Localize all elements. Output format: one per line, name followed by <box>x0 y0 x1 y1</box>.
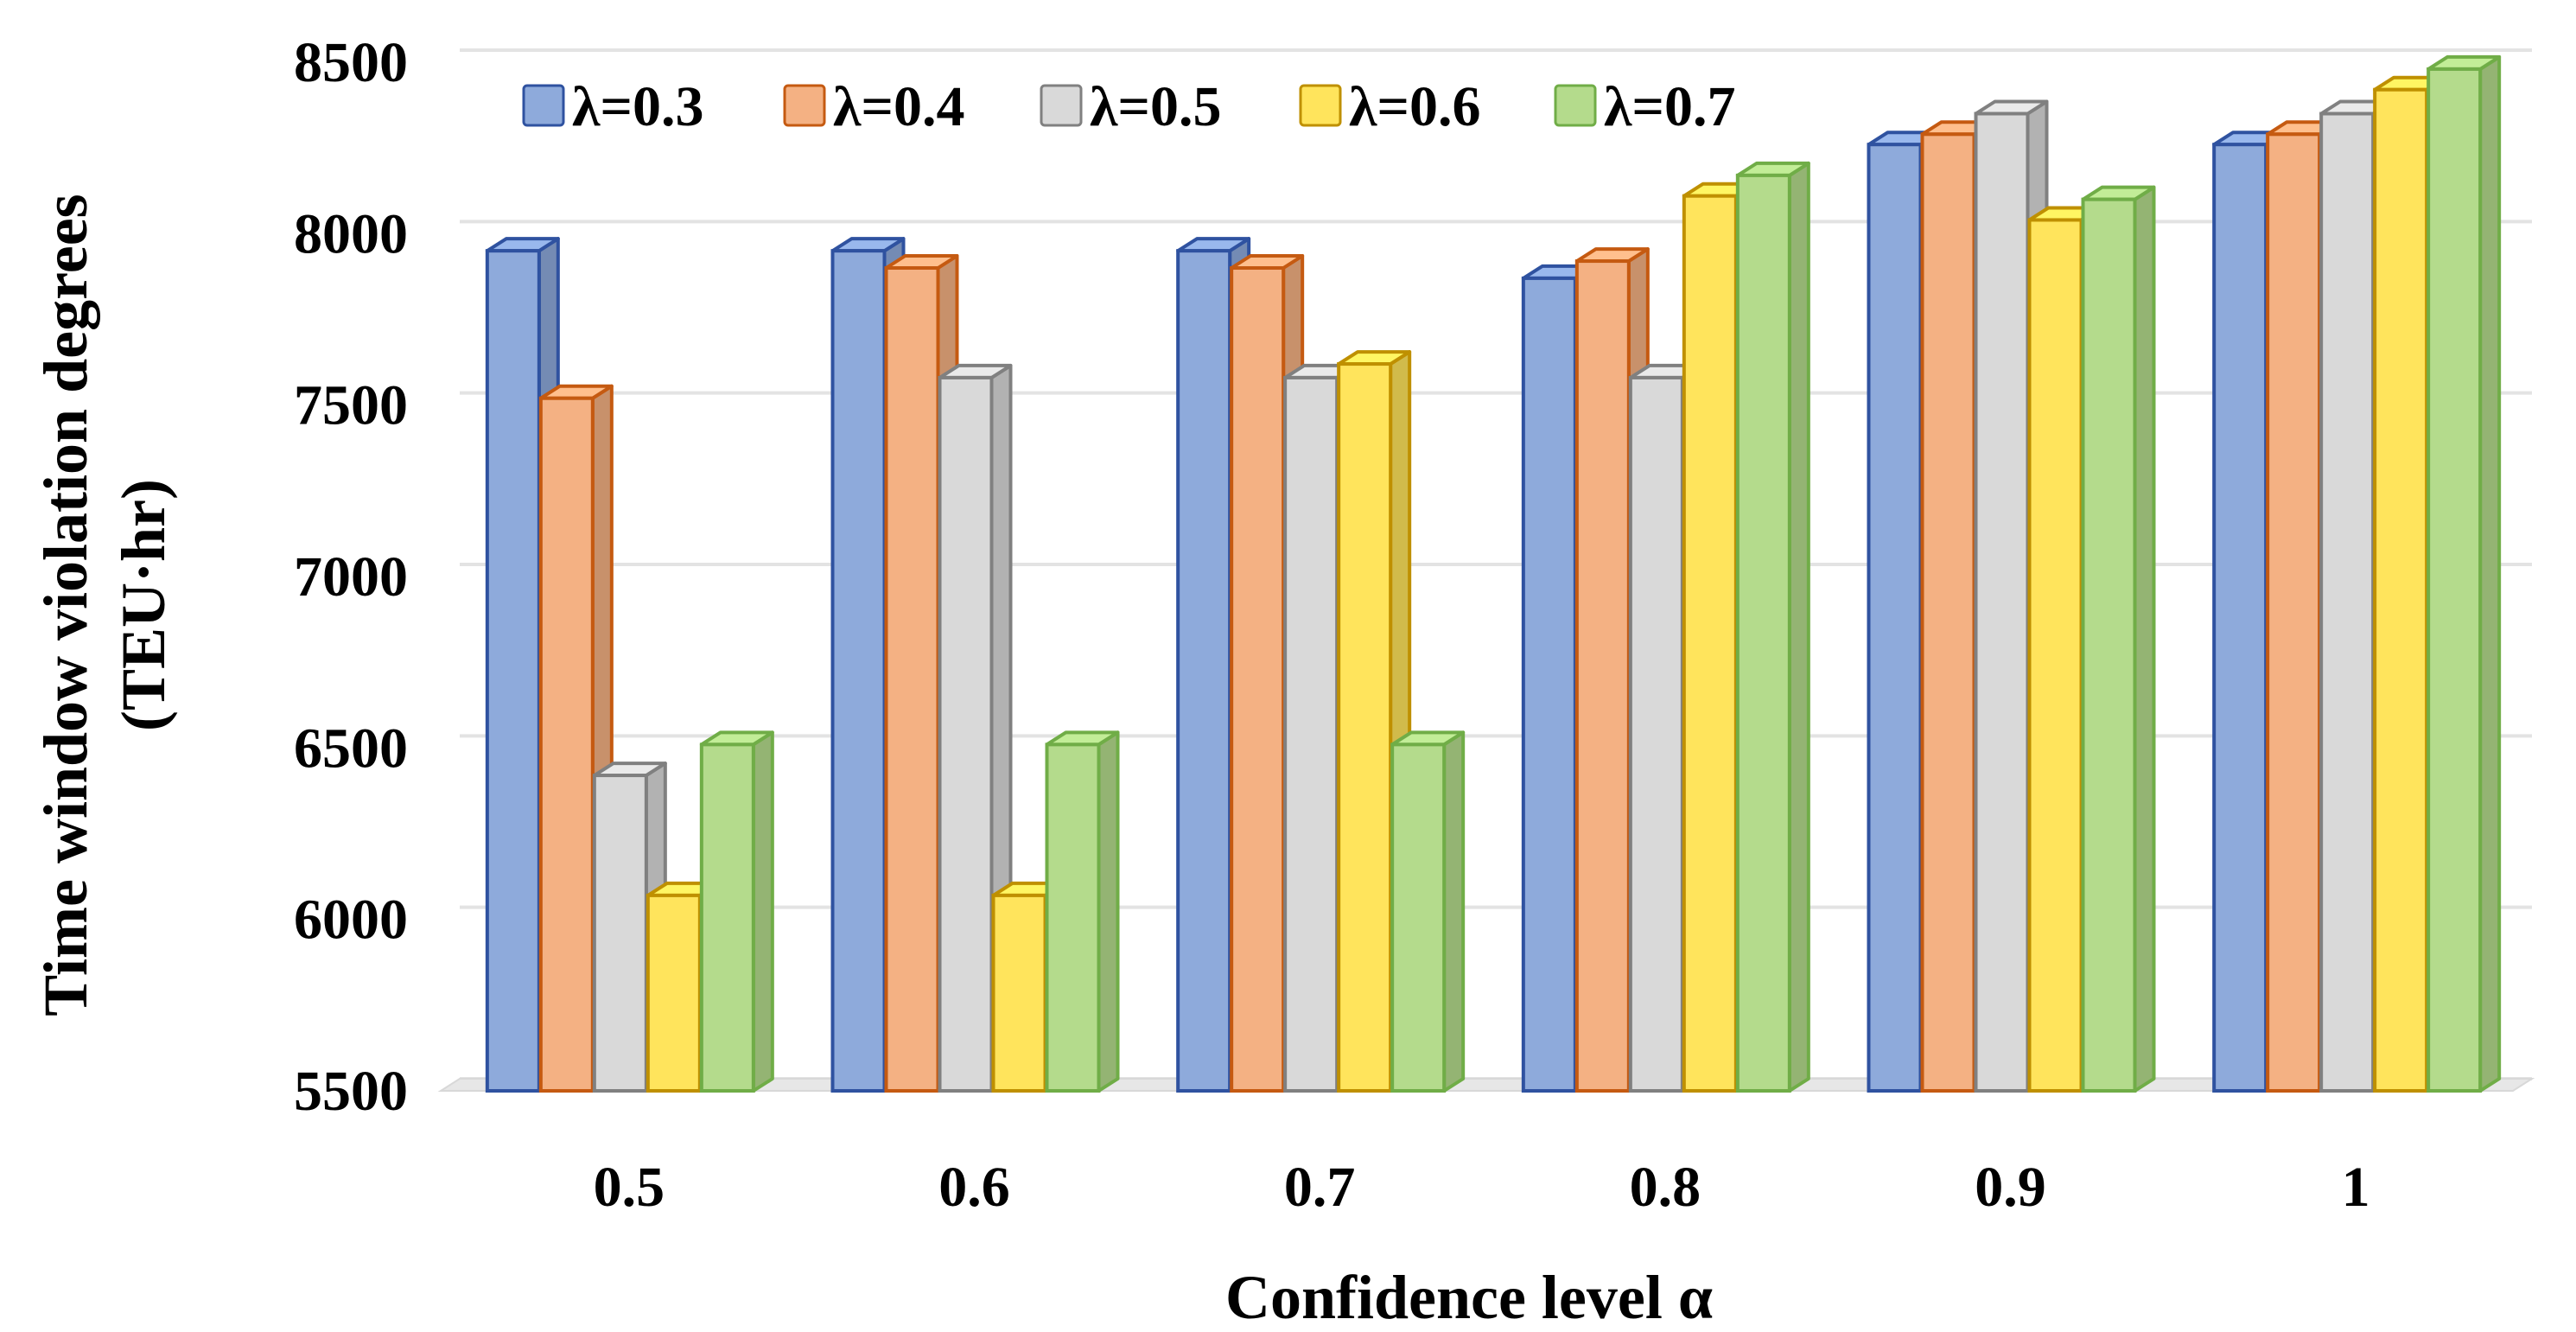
x-axis-title: Confidence level α <box>1225 1263 1713 1332</box>
x-tick-label: 0.8 <box>1630 1156 1701 1219</box>
y-tick-label: 5500 <box>294 1060 408 1123</box>
y-tick-label: 6000 <box>294 889 408 952</box>
y-tick-label: 7500 <box>294 374 408 437</box>
legend-swatch <box>1554 84 1597 127</box>
bar-front <box>2373 87 2429 1093</box>
bar-front <box>699 742 755 1093</box>
y-tick-label: 8000 <box>294 202 408 265</box>
bar-front <box>1867 143 1923 1093</box>
bar-front <box>1230 266 1286 1093</box>
legend-label: λ=0.7 <box>1604 75 1736 138</box>
bar-front <box>2081 197 2137 1093</box>
legend-swatch <box>1299 84 1342 127</box>
y-tick-label: 8500 <box>294 31 408 94</box>
bar-front <box>1521 276 1577 1093</box>
bar-front <box>1390 742 1447 1093</box>
legend-item: λ=0.4 <box>783 75 965 138</box>
bar-front <box>2266 132 2322 1093</box>
bar <box>1735 161 1810 1093</box>
bar <box>699 730 774 1093</box>
bar-front <box>1176 249 1232 1093</box>
legend-label: λ=0.6 <box>1349 75 1481 138</box>
bar <box>1390 730 1466 1093</box>
bar-front <box>485 249 541 1093</box>
bar-front <box>538 396 595 1093</box>
bars <box>485 54 2502 1093</box>
bar-front <box>830 249 887 1093</box>
legend-swatch <box>1040 84 1083 127</box>
bar-side <box>751 730 774 1093</box>
bar-front <box>1045 742 1101 1093</box>
x-tick-label: 1 <box>2342 1156 2370 1219</box>
bar-front <box>1628 375 1684 1093</box>
bar-front <box>1337 362 1393 1093</box>
bar <box>2427 54 2502 1093</box>
bar-side <box>1442 730 1466 1093</box>
legend-swatch <box>783 84 826 127</box>
bar-front <box>2027 218 2083 1093</box>
x-tick-label: 0.9 <box>1975 1156 2046 1219</box>
bar-front <box>646 893 702 1093</box>
x-tick-label: 0.7 <box>1284 1156 1356 1219</box>
bar-side <box>1097 730 1120 1093</box>
y-axis-ticks: 5500 6000 6500 7000 7500 8000 8500 <box>294 31 408 1123</box>
legend-item: λ=0.3 <box>522 75 704 138</box>
y-tick-label: 7000 <box>294 545 408 609</box>
bar-front <box>1735 173 1791 1093</box>
bar-front <box>1974 112 2030 1093</box>
legend-item: λ=0.6 <box>1299 75 1481 138</box>
legend: λ=0.3 λ=0.4 λ=0.5 λ=0.6 λ=0.7 <box>522 75 1736 138</box>
legend-item: λ=0.5 <box>1040 75 1222 138</box>
bar-front <box>1283 375 1339 1093</box>
legend-label: λ=0.4 <box>833 75 965 138</box>
y-axis-title-line1: Time window violation degrees <box>31 194 100 1016</box>
bar-front <box>991 893 1047 1093</box>
x-tick-label: 0.5 <box>594 1156 665 1219</box>
bar-front <box>592 774 648 1093</box>
bar-front <box>2427 67 2483 1093</box>
bar-front <box>938 375 994 1093</box>
y-axis-title-line2: (TEU·hr) <box>109 479 178 731</box>
legend-label: λ=0.3 <box>572 75 704 138</box>
legend-label: λ=0.5 <box>1090 75 1222 138</box>
legend-item: λ=0.7 <box>1554 75 1736 138</box>
bar-front <box>1920 132 1976 1093</box>
bar-side <box>2478 54 2502 1093</box>
x-tick-label: 0.6 <box>938 1156 1010 1219</box>
gridlines <box>460 48 2532 1080</box>
bar-front <box>2212 143 2268 1093</box>
bar-side <box>2133 185 2156 1093</box>
bar-front <box>884 266 940 1093</box>
bar-front <box>1574 259 1631 1093</box>
bar-side <box>1787 161 1810 1093</box>
legend-swatch <box>522 84 565 127</box>
x-axis-categories: 0.5 0.6 0.7 0.8 0.9 1 <box>594 1156 2370 1219</box>
bar <box>1045 730 1120 1093</box>
bar-front <box>2319 112 2376 1093</box>
bar <box>2081 185 2156 1093</box>
bar-front <box>1682 194 1738 1093</box>
y-tick-label: 6500 <box>294 717 408 780</box>
